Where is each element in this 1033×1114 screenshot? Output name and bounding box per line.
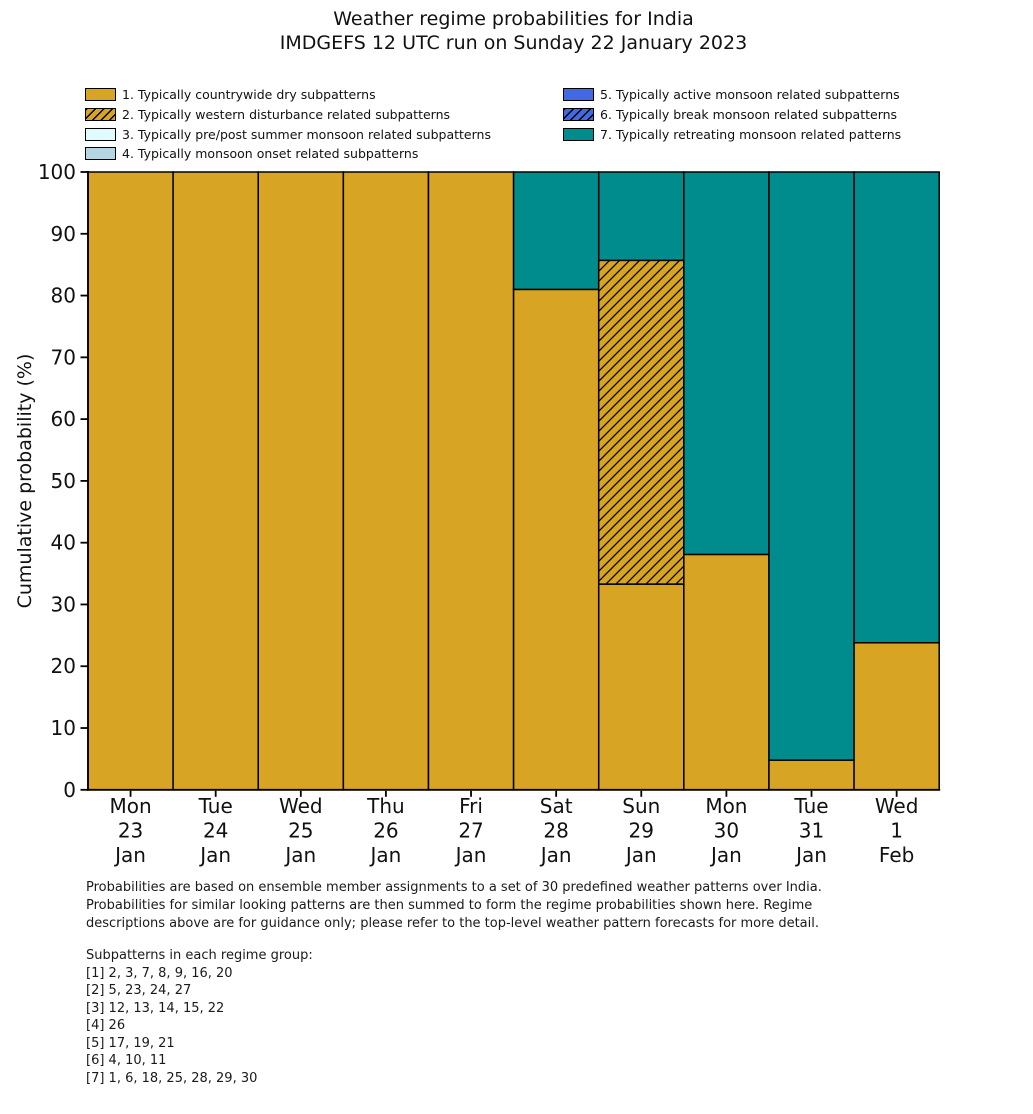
- subpattern-group-line: [4] 26: [86, 1018, 126, 1033]
- y-axis-label: Cumulative probability (%): [14, 353, 36, 609]
- footer-line: Probabilities are based on ensemble memb…: [86, 880, 822, 895]
- bar-segment: [512, 171, 600, 291]
- legend-label: 5. Typically active monsoon related subp…: [600, 87, 900, 103]
- y-tick-label: 70: [51, 345, 76, 369]
- x-tick-label: Tue 31 Jan: [793, 794, 828, 867]
- chart-title-line1: Weather regime probabilities for India: [333, 8, 694, 30]
- subpattern-groups: [1] 2, 3, 7, 8, 9, 16, 20 [2] 5, 23, 24, …: [86, 965, 313, 1088]
- y-tick-label: 40: [51, 531, 76, 555]
- chart-title-line2: IMDGEFS 12 UTC run on Sunday 22 January …: [279, 32, 748, 54]
- subpattern-group-line: [6] 4, 10, 11: [86, 1053, 167, 1068]
- legend-label: 6. Typically break monsoon related subpa…: [600, 107, 898, 123]
- chart-title: Weather regime probabilities for India I…: [88, 7, 939, 55]
- legend-item: 6. Typically break monsoon related subpa…: [563, 105, 901, 125]
- legend-item: 2. Typically western disturbance related…: [85, 105, 491, 125]
- legend-swatch-icon: [85, 147, 116, 161]
- x-tick-label: Mon 23 Jan: [109, 794, 151, 867]
- bar-segment: [427, 171, 515, 791]
- x-tick-label: Tue 24 Jan: [198, 794, 233, 867]
- subpattern-group-line: [1] 2, 3, 7, 8, 9, 16, 20: [86, 965, 233, 981]
- legend-swatch-icon: [563, 108, 594, 122]
- bar-segment: [597, 171, 685, 262]
- bar-segment: [768, 759, 855, 791]
- legend-item: 1. Typically countrywide dry subpatterns: [85, 85, 491, 105]
- legend-label: 4. Typically monsoon onset related subpa…: [122, 146, 419, 162]
- legend-left-column: 1. Typically countrywide dry subpatterns…: [85, 85, 491, 164]
- bar-segment: [853, 171, 940, 644]
- subpattern-group-line: [5] 17, 19, 21: [86, 1035, 175, 1051]
- bar-segment: [597, 583, 685, 791]
- y-tick-label: 80: [51, 284, 76, 308]
- y-tick-label: 50: [51, 469, 76, 493]
- y-tick-label: 60: [51, 407, 76, 431]
- bar-segment: [512, 288, 600, 791]
- legend-swatch-icon: [563, 88, 594, 102]
- legend-item: 5. Typically active monsoon related subp…: [563, 85, 901, 105]
- legend-item: 7. Typically retreating monsoon related …: [563, 124, 901, 144]
- bar-segment: [597, 259, 685, 585]
- legend-swatch-icon: [85, 88, 116, 102]
- bar-segment: [257, 171, 345, 791]
- y-tick-label: 10: [51, 716, 76, 740]
- y-tick-label: 90: [51, 222, 76, 246]
- legend-label: 2. Typically western disturbance related…: [122, 107, 451, 123]
- subpatterns-list: Subpatterns in each regime group: [1] 2,…: [86, 947, 313, 1087]
- y-tick-label: 100: [38, 160, 76, 184]
- bar-segment: [342, 171, 430, 791]
- bar-segment: [768, 171, 855, 761]
- footer-line: descriptions above are for guidance only…: [86, 915, 819, 931]
- subpatterns-heading: Subpatterns in each regime group:: [86, 948, 313, 963]
- x-tick-label: Fri 27 Jan: [454, 794, 487, 867]
- bar-segment: [683, 171, 770, 556]
- x-tick-label: Sat 28 Jan: [539, 794, 573, 867]
- x-tick-label: Wed 25 Jan: [279, 794, 323, 867]
- y-tick-label: 20: [51, 654, 76, 678]
- legend-right-column: 5. Typically active monsoon related subp…: [563, 85, 901, 144]
- x-tick-label: Wed 1 Feb: [875, 794, 919, 867]
- y-tick-label: 0: [63, 778, 76, 802]
- bar-segment: [853, 642, 940, 791]
- legend-swatch-icon: [563, 127, 594, 141]
- subpattern-group-line: [3] 12, 13, 14, 15, 22: [86, 1000, 225, 1016]
- legend-item: 4. Typically monsoon onset related subpa…: [85, 144, 491, 164]
- x-tick-label: Sun 29 Jan: [622, 794, 660, 867]
- bar-segment: [87, 171, 174, 791]
- x-tick-label: Mon 30 Jan: [705, 794, 747, 867]
- legend-swatch-icon: [85, 108, 116, 122]
- x-tick-label: Thu 26 Jan: [366, 794, 405, 867]
- legend-label: 7. Typically retreating monsoon related …: [600, 126, 902, 142]
- legend-item: 3. Typically pre/post summer monsoon rel…: [85, 124, 491, 144]
- bar-segment: [172, 171, 259, 791]
- legend-swatch-icon: [85, 127, 116, 141]
- y-tick-label: 30: [51, 592, 76, 616]
- legend-label: 1. Typically countrywide dry subpatterns: [122, 87, 376, 103]
- footer-line: Probabilities for similar looking patter…: [86, 897, 813, 913]
- footer-note: Probabilities are based on ensemble memb…: [86, 879, 822, 932]
- bar-segment: [683, 553, 770, 791]
- subpattern-group-line: [2] 5, 23, 24, 27: [86, 983, 192, 998]
- legend-label: 3. Typically pre/post summer monsoon rel…: [122, 126, 491, 142]
- subpattern-group-line: [7] 1, 6, 18, 25, 28, 29, 30: [86, 1070, 258, 1086]
